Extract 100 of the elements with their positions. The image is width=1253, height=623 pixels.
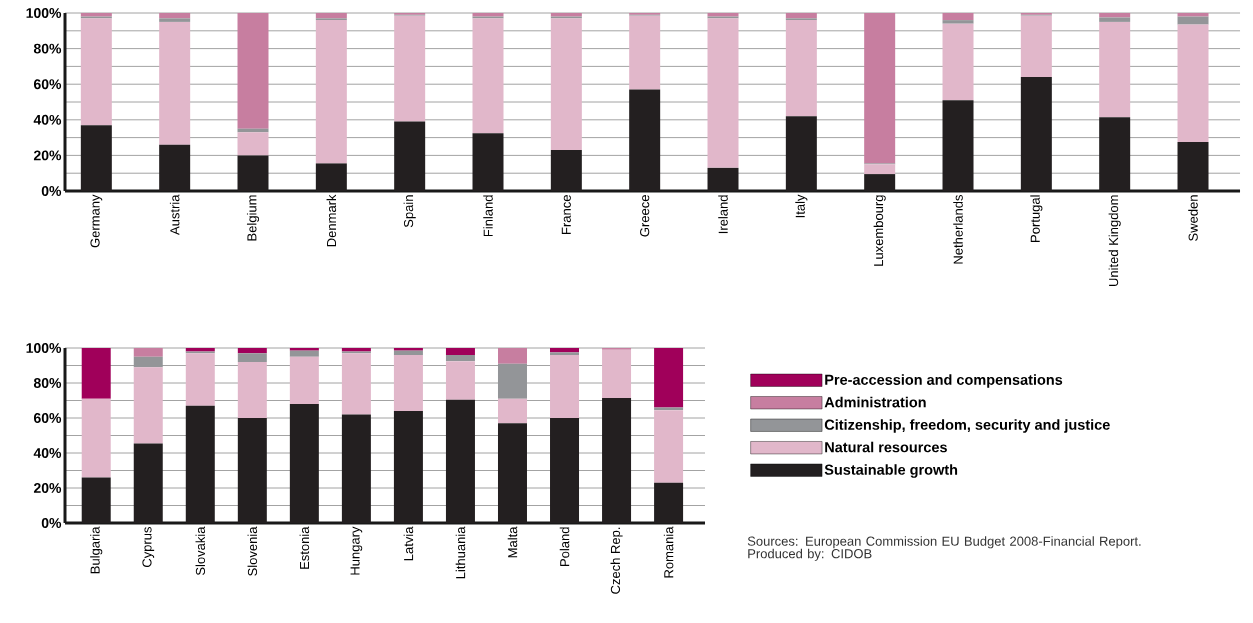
bar	[550, 18, 582, 151]
y-tick-label: 100%	[26, 343, 62, 353]
x-tick-label: Sweden	[1188, 195, 1198, 241]
x-tick-label: Austria	[169, 194, 180, 235]
x-tick-label: Germany	[90, 194, 103, 248]
bar	[237, 353, 267, 363]
bar	[393, 350, 423, 356]
bar	[1177, 13, 1209, 17]
x-tick-label: Italy	[795, 194, 808, 218]
bar	[445, 348, 475, 356]
x-tick-label: Romania	[663, 526, 674, 578]
y-tick-label: 60%	[33, 413, 62, 423]
bar	[237, 13, 269, 129]
bar	[602, 349, 632, 398]
text: Produced by: CIDOB	[748, 548, 872, 561]
x-tick-label: Slovenia	[247, 526, 258, 576]
bar	[472, 18, 504, 134]
bar	[341, 353, 371, 415]
bar	[81, 348, 111, 399]
bar	[497, 348, 527, 364]
x-tick-label: Portugal	[1030, 195, 1043, 242]
bar	[237, 362, 267, 419]
legend-label: Citizenship, freedom, security and justice	[824, 419, 1110, 433]
bar	[1177, 16, 1209, 25]
x-tick-label: Czech Rep.	[610, 527, 623, 594]
bar	[315, 20, 347, 164]
bar	[1099, 13, 1131, 18]
x-tick-label: Netherlands	[953, 195, 963, 264]
x-tick-label: Bulgaria	[90, 526, 103, 574]
x-tick-label: Ireland	[718, 195, 728, 234]
bar	[785, 13, 817, 19]
x-tick-label: Hungary	[350, 526, 363, 575]
x-tick-label: Finland	[483, 195, 493, 237]
x-tick-label: Lithuania	[455, 526, 466, 579]
bar	[654, 348, 684, 408]
bar	[237, 132, 269, 156]
bar	[289, 356, 319, 405]
bar	[159, 18, 191, 22]
x-tick-label: Belgium	[246, 195, 260, 241]
y-tick-label: 20%	[33, 150, 62, 161]
bar	[445, 361, 475, 400]
x-tick-label: Malta	[507, 526, 518, 558]
x-tick-label: Greece	[640, 195, 650, 237]
bar	[289, 350, 319, 357]
bar	[393, 348, 423, 351]
bar	[497, 363, 527, 399]
x-tick-label: Spain	[403, 195, 416, 228]
bar	[550, 348, 580, 353]
x-tick-label: Denmark	[326, 194, 337, 247]
y-tick-label: 40%	[33, 448, 62, 458]
y-tick-label: 60%	[33, 79, 62, 90]
x-tick-label: Estonia	[299, 526, 310, 569]
bar	[185, 353, 215, 406]
bar	[1020, 15, 1052, 78]
bar	[942, 13, 974, 21]
y-tick-label: 0%	[41, 518, 62, 528]
bar	[629, 15, 661, 90]
bar	[1099, 17, 1131, 22]
x-tick-label: Luxembourg	[873, 195, 886, 266]
x-tick-label: Cyprus	[142, 527, 155, 568]
legend-label: Administration	[824, 396, 926, 408]
bar	[1099, 21, 1131, 118]
bar	[550, 352, 580, 356]
bar	[133, 367, 163, 444]
bar	[159, 13, 191, 19]
bar	[654, 410, 684, 483]
bar	[237, 348, 267, 354]
bar	[133, 356, 163, 368]
x-tick-label: United Kingdom	[1108, 195, 1121, 287]
y-tick-label: 100%	[26, 8, 62, 18]
x-tick-label: Latvia	[403, 526, 414, 561]
bar	[785, 20, 817, 117]
bar	[159, 21, 191, 145]
legend-label: Pre-accession and compensations	[825, 374, 1063, 388]
x-tick-label: Poland	[559, 527, 570, 566]
bar	[942, 23, 974, 101]
x-tick-label: Slovakia	[195, 526, 206, 576]
source-note: Sources: European Commission EU Budget 2008-Financial Report.	[747, 536, 1141, 549]
bar	[942, 20, 974, 24]
y-tick-label: 80%	[33, 43, 62, 54]
bar	[133, 348, 163, 357]
legend-label: Natural resources	[825, 441, 947, 453]
bar	[1177, 24, 1209, 143]
bar	[445, 355, 475, 362]
bar	[394, 15, 426, 122]
y-tick-label: 80%	[33, 378, 62, 388]
bar	[315, 13, 347, 19]
bar	[80, 18, 112, 126]
bar	[864, 13, 896, 164]
bar	[550, 355, 580, 419]
bar	[864, 164, 896, 175]
x-tick-label: France	[561, 195, 571, 234]
y-tick-label: 20%	[33, 483, 62, 493]
bar	[497, 398, 527, 424]
bar	[707, 18, 739, 168]
bar	[81, 398, 111, 478]
y-tick-label: 40%	[33, 114, 62, 125]
bar	[393, 355, 423, 412]
legend-label: Sustainable growth	[824, 464, 958, 478]
bar	[289, 348, 319, 351]
